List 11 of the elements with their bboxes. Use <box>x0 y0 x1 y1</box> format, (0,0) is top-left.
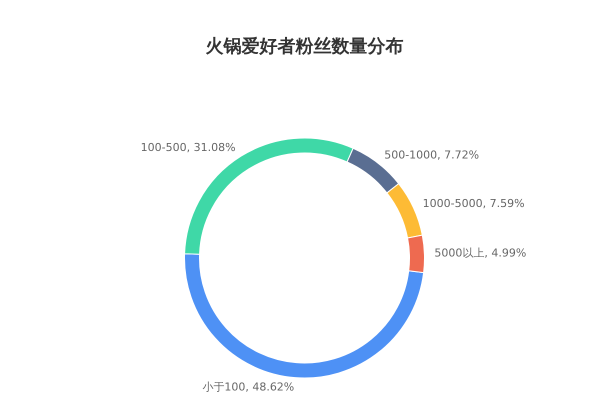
data-label: , 7.72% <box>437 148 480 162</box>
slice-label: 1000-5000 <box>422 196 483 210</box>
slice-label: 小于100 <box>202 380 246 394</box>
data-label: , 4.99% <box>484 246 526 260</box>
slice-label: 500-1000 <box>384 148 438 162</box>
chart-title: 火锅爱好者粉丝数量分布 <box>204 36 404 57</box>
data-label: , 31.08% <box>186 140 236 154</box>
slice-label: 100-500 <box>140 140 187 154</box>
data-label: , 48.62% <box>245 380 294 394</box>
data-label: , 7.59% <box>482 196 525 210</box>
slice-label: 5000以上 <box>434 246 484 260</box>
